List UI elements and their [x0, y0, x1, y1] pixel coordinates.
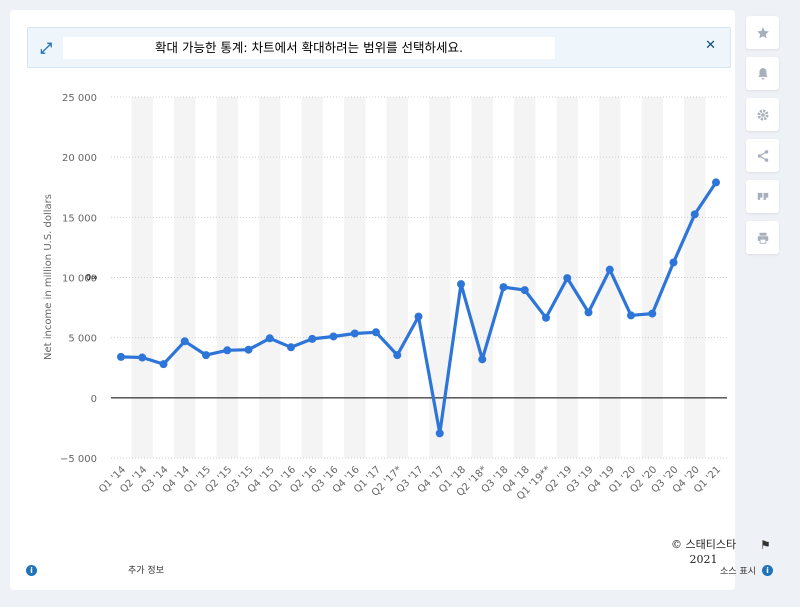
y-axis-label: Net income in million U.S. dollars: [43, 194, 54, 360]
data-point: [520, 286, 529, 295]
data-point: [117, 352, 125, 361]
y-tick-label: 0: [91, 394, 97, 405]
stray-label: 0∞: [86, 273, 98, 282]
y-tick-label: 5 000: [68, 334, 97, 345]
data-point: [712, 178, 720, 187]
band: [259, 97, 281, 458]
band: [514, 97, 536, 458]
data-point: [287, 343, 295, 352]
data-point: [223, 346, 232, 355]
quote-icon: [757, 192, 768, 200]
band: [471, 97, 493, 458]
share-button[interactable]: [746, 139, 779, 172]
band: [641, 97, 663, 458]
bell-icon: [757, 67, 768, 80]
banner-text: 확대 가능한 통계: 차트에서 확대하려는 범위를 선택하세요.: [63, 37, 555, 59]
star-button[interactable]: [746, 16, 779, 49]
copyright-line1: © 스태티스타: [671, 538, 737, 551]
data-point: [669, 258, 678, 267]
gear-icon: [756, 108, 769, 121]
data-point: [180, 337, 189, 346]
data-point: [414, 312, 423, 321]
data-point: [648, 309, 657, 318]
notification-button[interactable]: [746, 57, 779, 90]
show-source-link[interactable]: 소스 표시: [720, 567, 756, 577]
gridlines: [111, 96, 727, 459]
data-point: [690, 210, 699, 219]
data-point: [308, 334, 317, 343]
alternating-bands: [131, 97, 706, 458]
data-point: [265, 334, 274, 343]
expand-icon[interactable]: ⤢: [40, 39, 53, 57]
print-button[interactable]: [746, 221, 779, 254]
data-point: [138, 353, 147, 362]
data-point: [542, 313, 550, 322]
data-point: [499, 283, 508, 292]
sidebar-toolbar: [746, 16, 779, 262]
band: [174, 97, 196, 458]
cite-button[interactable]: [746, 180, 779, 213]
band: [684, 97, 706, 458]
flag-icon[interactable]: ⚑: [760, 538, 771, 552]
info-icon[interactable]: i: [26, 565, 37, 576]
y-axis-ticks: 25 000 20 000 15 000 10 000 5 000 0 −5 000: [60, 93, 97, 465]
y-tick-label: 25 000: [62, 93, 97, 104]
data-point: [584, 308, 593, 317]
band: [386, 97, 408, 458]
data-point: [605, 265, 614, 274]
share-icon: [757, 149, 768, 162]
source-info-icon[interactable]: i: [762, 565, 773, 576]
star-icon: [756, 26, 769, 38]
data-point: [393, 351, 402, 360]
data-point: [202, 351, 210, 360]
copyright-line2: 2021: [689, 553, 718, 566]
copyright: © 스태티스타 2021: [671, 537, 736, 567]
data-point: [159, 360, 168, 369]
print-icon: [757, 232, 768, 244]
series-line: [120, 181, 718, 435]
data-point: [350, 329, 359, 338]
data-point: [478, 355, 487, 364]
y-tick-label: 15 000: [62, 213, 97, 224]
data-point: [563, 274, 572, 283]
data-point: [372, 328, 380, 337]
y-tick-label: 20 000: [62, 153, 97, 164]
series-net-income: [117, 178, 720, 438]
data-point: [627, 311, 635, 320]
band: [429, 97, 451, 458]
settings-button[interactable]: [746, 98, 779, 131]
data-point: [435, 429, 444, 438]
y-tick-label: 10 000: [62, 274, 97, 285]
y-tick-label: −5 000: [60, 454, 97, 465]
data-point: [244, 345, 253, 354]
data-point: [457, 280, 465, 289]
zoom-banner: ⤢ 확대 가능한 통계: 차트에서 확대하려는 범위를 선택하세요. ✕: [27, 27, 731, 68]
more-info-link[interactable]: 추가 정보: [128, 566, 164, 576]
data-point: [329, 332, 338, 341]
band: [216, 97, 238, 458]
band: [131, 97, 153, 458]
close-icon[interactable]: ✕: [705, 38, 716, 53]
